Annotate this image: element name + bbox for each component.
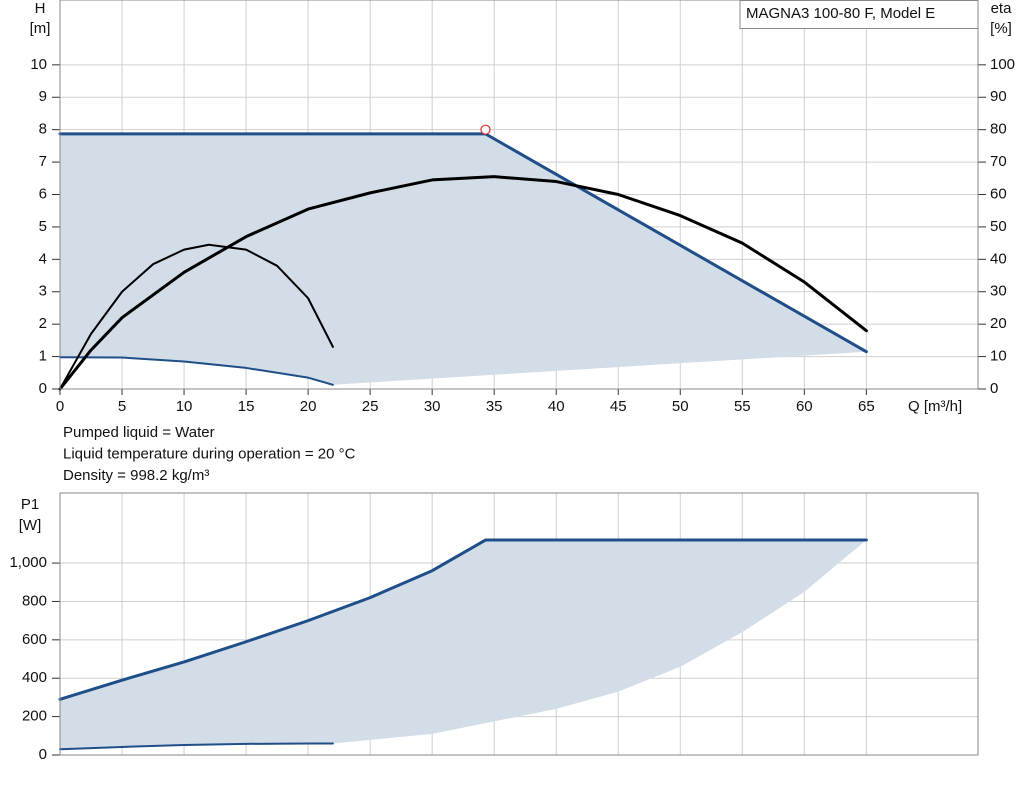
note: Pumped liquid = Water <box>63 424 215 441</box>
curve <box>58 175 868 391</box>
x-tick-label: 10 <box>176 398 193 415</box>
y2-tick-label: 60 <box>990 185 1007 202</box>
x-tick-label: 5 <box>118 398 126 415</box>
duty-point <box>480 124 491 135</box>
x-tick-label: 35 <box>486 398 503 415</box>
curve <box>59 356 334 386</box>
x-tick-label: 55 <box>734 398 751 415</box>
operating-range <box>60 133 867 385</box>
x-tick-label: 40 <box>548 398 565 415</box>
y2-tick-label: 80 <box>990 121 1007 138</box>
y-axis-label: H <box>35 0 46 17</box>
curve <box>59 243 334 390</box>
legend-box <box>739 0 979 29</box>
plot-border <box>59 0 979 390</box>
y-axis-unit: [W] <box>19 517 42 534</box>
x-tick-label: 65 <box>858 398 875 415</box>
note: Liquid temperature during operation = 20… <box>63 445 356 462</box>
curve <box>58 538 868 701</box>
y-tick-label: 200 <box>22 708 47 725</box>
y-tick-label: 4 <box>39 250 47 267</box>
y-tick-label: 2 <box>39 315 47 332</box>
x-tick-label: 50 <box>672 398 689 415</box>
y-tick-label: 8 <box>39 121 47 138</box>
y2-tick-label: 90 <box>990 88 1007 105</box>
y-tick-label: 1,000 <box>9 554 47 571</box>
y-tick-label: 0 <box>39 746 47 763</box>
y2-tick-label: 20 <box>990 315 1007 332</box>
y-axis-unit: [m] <box>30 20 51 37</box>
y-tick-label: 600 <box>22 631 47 648</box>
x-tick-label: 20 <box>300 398 317 415</box>
curve <box>59 742 334 751</box>
y2-tick-label: 0 <box>990 380 998 397</box>
y-tick-label: 3 <box>39 283 47 300</box>
plot-border <box>59 492 979 756</box>
operating-range <box>60 540 867 750</box>
y-tick-label: 6 <box>39 185 47 202</box>
x-tick-label: 30 <box>424 398 441 415</box>
y-tick-label: 400 <box>22 669 47 686</box>
y2-tick-label: 40 <box>990 250 1007 267</box>
y2-axis-label: eta <box>991 0 1013 17</box>
y-tick-label: 800 <box>22 592 47 609</box>
y-tick-label: 1 <box>39 348 47 365</box>
y-tick-label: 0 <box>39 380 47 397</box>
x-tick-label: 25 <box>362 398 379 415</box>
x-tick-label: 60 <box>796 398 813 415</box>
y-tick-label: 10 <box>30 56 47 73</box>
y2-tick-label: 10 <box>990 348 1007 365</box>
note: Density = 998.2 kg/m³ <box>63 467 209 484</box>
y2-tick-label: 70 <box>990 153 1007 170</box>
y2-axis-unit: [%] <box>990 20 1012 37</box>
y-tick-label: 7 <box>39 153 47 170</box>
x-tick-label: 0 <box>56 398 64 415</box>
y-tick-label: 5 <box>39 218 47 235</box>
x-tick-label: 15 <box>238 398 255 415</box>
y2-tick-label: 100 <box>990 56 1015 73</box>
y-axis-label: P1 <box>21 496 39 513</box>
y2-tick-label: 30 <box>990 283 1007 300</box>
y2-tick-label: 50 <box>990 218 1007 235</box>
legend-text: MAGNA3 100-80 F, Model E <box>746 5 935 22</box>
x-axis-label: Q [m³/h] <box>908 398 962 415</box>
y-tick-label: 9 <box>39 88 47 105</box>
x-tick-label: 45 <box>610 398 627 415</box>
